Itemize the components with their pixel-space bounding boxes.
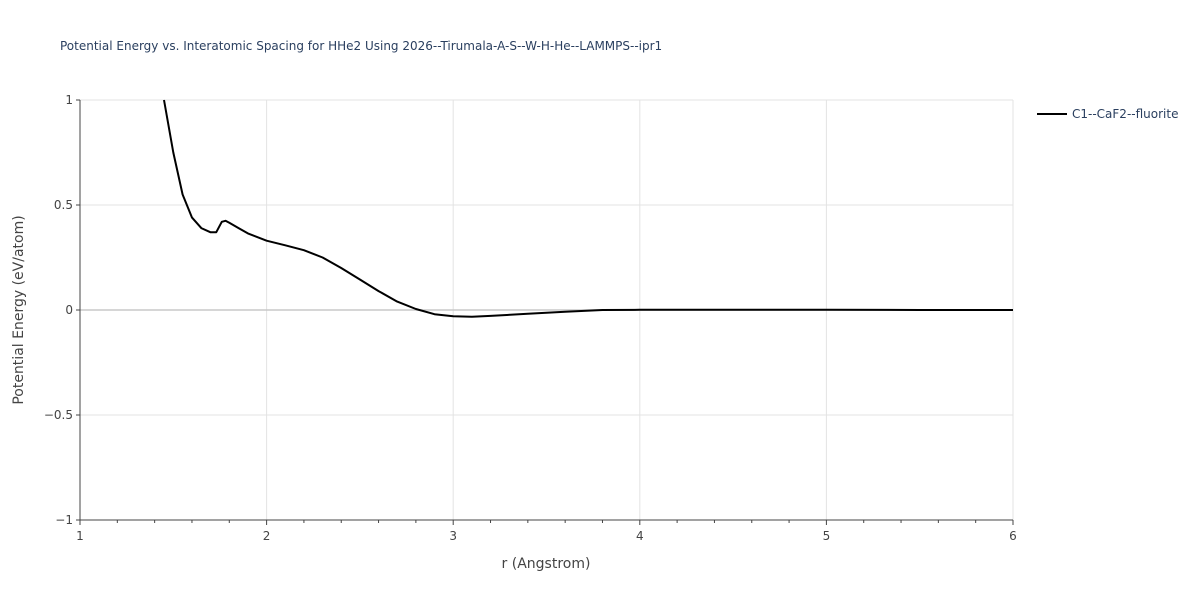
series-group [163,99,1013,318]
x-tick-label-1: 2 [263,529,271,543]
y-axis-label: Potential Energy (eV/atom) [11,215,27,404]
legend[interactable]: C1--CaF2--fluorite [1037,107,1178,121]
x-tick-label-2: 3 [449,529,457,543]
x-tick-label-4: 5 [823,529,831,543]
y-tick-label-1: −0.5 [44,408,73,422]
series-line-0 [163,99,1013,318]
chart-title: Potential Energy vs. Interatomic Spacing… [60,39,662,53]
x-tick-label-3: 4 [636,529,644,543]
y-tick-label-4: 1 [65,93,73,107]
y-tick-label-3: 0.5 [54,198,73,212]
y-axis-ticks: −1 −0.5 0 0.5 1 [44,93,80,527]
y-tick-label-0: −1 [55,513,73,527]
y-tick-label-2: 0 [65,303,73,317]
x-axis: 1 2 3 4 5 6 [76,100,1017,543]
x-axis-label: r (Angstrom) [502,556,591,572]
x-tick-label-5: 6 [1009,529,1017,543]
x-tick-label-0: 1 [76,529,84,543]
legend-entry-label: C1--CaF2--fluorite [1072,107,1178,121]
